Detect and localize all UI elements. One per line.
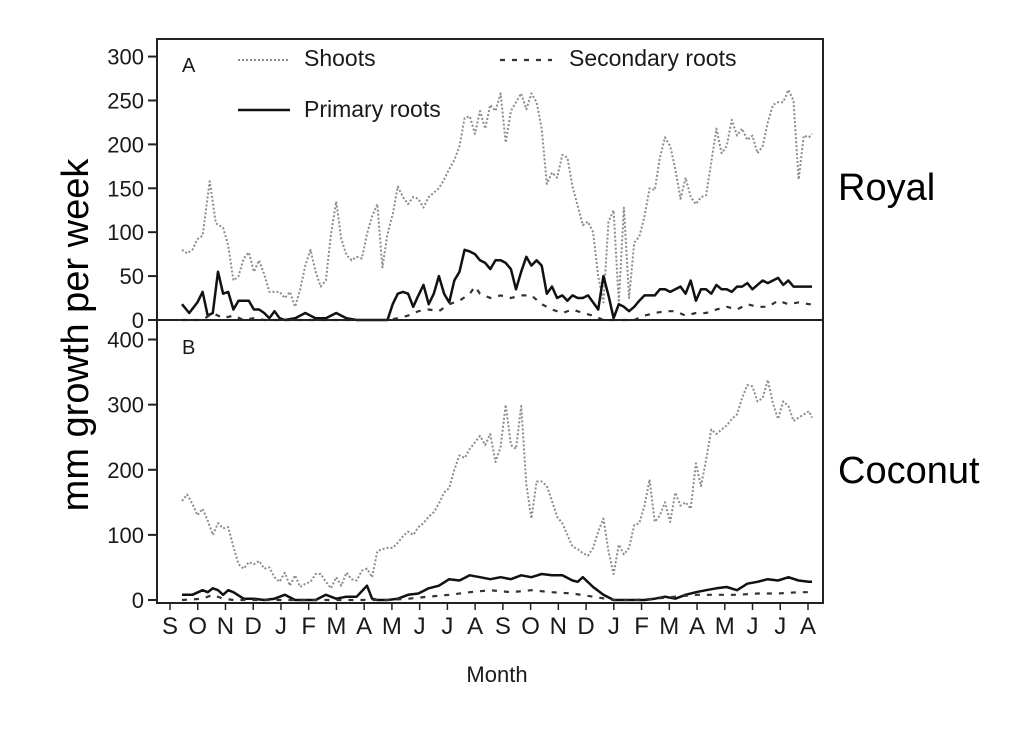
month-label-2: N bbox=[217, 613, 234, 640]
month-label-7: A bbox=[356, 613, 372, 640]
panel-a-ytick-label: 100 bbox=[107, 220, 144, 245]
month-label-10: J bbox=[441, 613, 453, 640]
panel-b-ytick-label: 0 bbox=[132, 588, 144, 613]
panel-a-ytick-label: 200 bbox=[107, 132, 144, 157]
month-label-1: O bbox=[188, 613, 207, 640]
panel-b-series-shoots bbox=[181, 378, 813, 590]
month-label-12: S bbox=[495, 613, 511, 640]
panel-b-side-label: Coconut bbox=[838, 450, 980, 492]
panel-a-ytick-label: 300 bbox=[107, 45, 144, 70]
panel-b-ytick-label: 400 bbox=[107, 328, 144, 353]
month-label-6: M bbox=[326, 613, 346, 640]
legend-shoots-label: Shoots bbox=[304, 45, 376, 71]
month-label-13: O bbox=[521, 613, 540, 640]
panel-a-plot-area: 0 50 100 150 200 250 300 bbox=[107, 45, 813, 333]
month-label-20: M bbox=[715, 613, 735, 640]
month-label-19: A bbox=[689, 613, 705, 640]
panel-a-side-label: Royal bbox=[838, 167, 935, 209]
legend-secondary-label: Secondary roots bbox=[569, 45, 736, 71]
panel-a-ytick-label: 50 bbox=[120, 264, 144, 289]
month-label-0: S bbox=[162, 613, 178, 640]
panel-a-letter: A bbox=[182, 55, 196, 77]
legend: Shoots Secondary roots Primary roots bbox=[238, 45, 736, 122]
panel-b-ytick-label: 100 bbox=[107, 523, 144, 548]
month-label-14: N bbox=[550, 613, 567, 640]
legend-primary-label: Primary roots bbox=[304, 96, 441, 122]
month-label-18: M bbox=[659, 613, 679, 640]
month-label-11: A bbox=[467, 613, 483, 640]
month-label-5: F bbox=[301, 613, 316, 640]
month-label-15: D bbox=[577, 613, 594, 640]
panel-b-plot-area: 0 100 200 300 400 bbox=[107, 328, 813, 613]
panel-b-frame bbox=[156, 319, 824, 604]
month-label-3: D bbox=[245, 613, 262, 640]
month-label-9: J bbox=[414, 613, 426, 640]
panel-a-ytick-label: 250 bbox=[107, 88, 144, 113]
month-label-4: J bbox=[275, 613, 287, 640]
panel-b-letter: B bbox=[182, 337, 195, 359]
panel-a-ytick-label: 0 bbox=[132, 308, 144, 333]
panel-b-ytick-label: 200 bbox=[107, 458, 144, 483]
month-label-8: M bbox=[382, 613, 402, 640]
month-label-21: J bbox=[747, 613, 759, 640]
month-label-23: A bbox=[800, 613, 816, 640]
panel-b-series-primary bbox=[182, 572, 812, 602]
panel-b-series-secondary bbox=[181, 589, 812, 602]
month-label-17: F bbox=[634, 613, 649, 640]
panel-a-series-shoots bbox=[181, 88, 813, 308]
y-axis-label: mm growth per week bbox=[55, 158, 97, 512]
month-label-16: J bbox=[608, 613, 620, 640]
panel-a-ytick-label: 150 bbox=[107, 176, 144, 201]
panel-a-frame bbox=[156, 38, 824, 321]
x-axis-label: Month bbox=[466, 662, 527, 687]
panel-b-ytick-label: 300 bbox=[107, 393, 144, 418]
month-label-22: J bbox=[774, 613, 786, 640]
